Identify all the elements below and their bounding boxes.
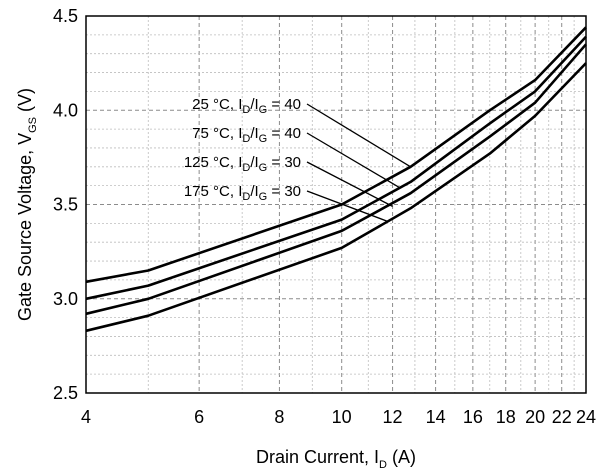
x-tick-label: 22: [552, 407, 572, 427]
x-tick-label: 20: [525, 407, 545, 427]
y-tick-label: 3.0: [53, 289, 78, 309]
annotation-leader-2: [306, 132, 400, 189]
x-tick-label: 14: [426, 407, 446, 427]
y-tick-label: 2.5: [53, 383, 78, 403]
x-tick-label: 4: [81, 407, 91, 427]
grid: [86, 16, 586, 393]
annotation-leader-3: [306, 161, 393, 207]
x-axis-label: Drain Current, ID (A): [256, 447, 416, 470]
x-tick-label: 10: [332, 407, 352, 427]
x-axis-label-main: Drain Current, I: [256, 447, 379, 467]
series-line-3: [85, 43, 587, 316]
y-axis-label-unit: (V): [15, 88, 35, 117]
y-tick-label: 3.5: [53, 195, 78, 215]
annotation-label-4: 175 °C, ID/IG = 30: [184, 183, 301, 203]
series-line-4: [85, 62, 587, 333]
y-tick-label: 4.0: [53, 100, 78, 120]
y-axis-label-sub: GS: [27, 117, 39, 133]
y-axis-label-main: Gate Source Voltage, V: [15, 133, 35, 321]
series-lines: [85, 26, 587, 333]
x-tick-label: 6: [194, 407, 204, 427]
y-axis-label: Gate Source Voltage, VGS (V): [15, 88, 39, 321]
x-tick-label: 18: [496, 407, 516, 427]
annotation-leader-1: [306, 103, 411, 168]
x-tick-label: 8: [274, 407, 284, 427]
tick-labels: 4 6 8 10 12 14 16 18 20 22 24 2.5 3.0 3.5 4.0 4.5: [53, 6, 596, 427]
annotations: 25 °C, ID/IG = 40 75 °C, ID/IG = 40 125 °C…: [184, 96, 411, 223]
x-axis-label-unit: (A): [387, 447, 416, 467]
annotation-label-1: 25 °C, ID/IG = 40: [192, 96, 301, 116]
x-tick-label: 24: [576, 407, 596, 427]
x-axis-label-sub: D: [379, 459, 387, 470]
y-tick-label: 4.5: [53, 6, 78, 26]
annotation-leader-4: [306, 190, 389, 223]
plot-frame: [85, 15, 587, 394]
x-tick-label: 12: [383, 407, 403, 427]
annotation-label-3: 125 °C, ID/IG = 30: [184, 154, 301, 174]
x-tick-label: 16: [463, 407, 483, 427]
series-line-2: [85, 35, 587, 301]
series-line-1: [85, 26, 587, 284]
annotation-label-2: 75 °C, ID/IG = 40: [192, 125, 301, 145]
